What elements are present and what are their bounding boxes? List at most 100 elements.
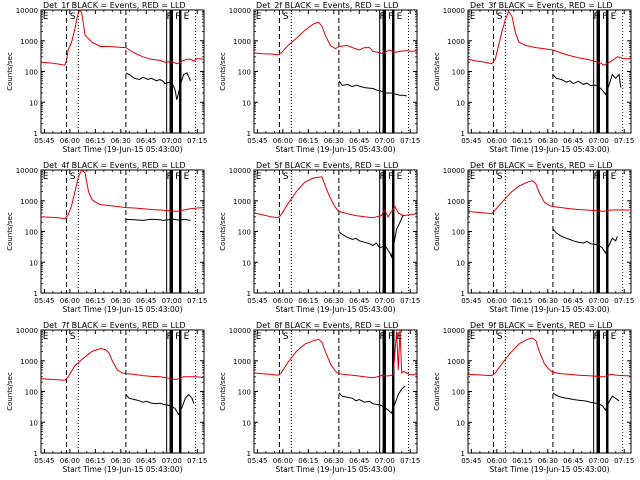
marker-label: F (175, 172, 180, 182)
marker-label: F (167, 172, 172, 182)
x-tick-label: 07:00 (162, 457, 182, 465)
y-tick-label: 100 (25, 389, 38, 397)
marker-label: E (611, 172, 617, 182)
marker-label: E (470, 12, 476, 22)
series-lld-line (254, 176, 417, 219)
panel-title: Det_4f BLACK = Events, RED = LLD (43, 161, 186, 170)
panel-det-8: 1 10 100 1000 10000 05:45 06:00 06:15 06:30 06:45… (219, 321, 420, 474)
panel-title: Det_9f BLACK = Events, RED = LLD (470, 321, 613, 330)
x-tick-label: 07:00 (375, 457, 395, 465)
y-tick-label: 1 (34, 130, 38, 138)
y-tick-label: 1000 (20, 198, 38, 206)
marker-label: S (497, 332, 503, 342)
marker-label: E (470, 172, 476, 182)
marker-label: E (470, 332, 476, 342)
marker-label: E (184, 12, 190, 22)
x-tick-label: 05:45 (34, 137, 54, 145)
x-tick-label: 07:00 (589, 137, 609, 145)
marker-label: E (184, 172, 190, 182)
x-tick-label: 07:15 (187, 297, 207, 305)
series-lld-line (468, 180, 631, 215)
x-tick-label: 06:00 (273, 137, 293, 145)
plot-data (41, 170, 204, 293)
marker-label: E (611, 12, 617, 22)
y-tick-label: 100 (25, 229, 38, 237)
y-axis-label: Counts/sec (433, 52, 441, 91)
y-tick-label: 1000 (233, 198, 251, 206)
series-lld-line (468, 10, 631, 66)
marker-label: S (283, 172, 289, 182)
series-events-line (338, 214, 404, 259)
x-tick-label: 06:00 (60, 297, 80, 305)
y-tick-label: 100 (452, 229, 465, 237)
x-tick-label: 06:00 (487, 457, 507, 465)
y-tick-label: 10000 (16, 167, 38, 175)
marker-label: E (43, 172, 49, 182)
panel-det-7: 1 10 100 1000 10000 05:45 06:00 06:15 06:30 06:45… (6, 321, 207, 474)
x-tick-label: 05:45 (461, 297, 481, 305)
x-tick-label: 06:30 (111, 457, 131, 465)
series-events-line (125, 72, 191, 100)
marker-label: E (256, 332, 262, 342)
x-tick-label: 06:30 (538, 457, 558, 465)
x-tick-label: 06:15 (298, 297, 318, 305)
y-tick-label: 1 (34, 290, 38, 298)
x-tick-label: 06:00 (487, 137, 507, 145)
marker-label: F (380, 12, 385, 22)
panel-title: Det_2f BLACK = Events, RED = LLD (256, 1, 399, 10)
panel-det-4: 1 10 100 1000 10000 05:45 06:00 06:15 06:30 06:45… (6, 161, 207, 314)
x-tick-label: 07:00 (162, 297, 182, 305)
marker-label: E (43, 332, 49, 342)
x-tick-label: 06:45 (349, 137, 369, 145)
y-tick-label: 10 (456, 259, 465, 267)
panel-title: Det_3f BLACK = Events, RED = LLD (470, 1, 613, 10)
marker-label: E (256, 172, 262, 182)
x-tick-label: 07:15 (187, 137, 207, 145)
y-tick-label: 100 (452, 389, 465, 397)
y-tick-label: 100 (25, 69, 38, 77)
marker-label: F (175, 332, 180, 342)
series-lld-line (468, 337, 631, 378)
marker-label: S (497, 12, 503, 22)
y-tick-label: 100 (238, 69, 251, 77)
y-tick-label: 1 (34, 450, 38, 458)
y-tick-label: 100 (452, 69, 465, 77)
x-tick-label: 05:45 (34, 297, 54, 305)
panel-title: Det_1f BLACK = Events, RED = LLD (43, 1, 186, 10)
marker-label: F (594, 172, 599, 182)
x-tick-label: 06:45 (563, 297, 583, 305)
x-tick-label: 06:15 (512, 457, 532, 465)
marker-label: E (611, 332, 617, 342)
marker-label: F (380, 172, 385, 182)
x-tick-label: 07:15 (400, 297, 420, 305)
marker-label: E (397, 172, 403, 182)
x-tick-label: 06:15 (85, 457, 105, 465)
y-tick-label: 1000 (447, 358, 465, 366)
series-events-line (552, 392, 620, 411)
y-tick-label: 10000 (443, 327, 465, 335)
panel-det-9: 1 10 100 1000 10000 05:45 06:00 06:15 06:30 06:45… (433, 321, 634, 474)
y-tick-label: 10 (242, 99, 251, 107)
x-tick-label: 06:30 (111, 137, 131, 145)
y-tick-label: 1 (461, 290, 465, 298)
x-tick-label: 06:00 (487, 297, 507, 305)
series-events-line (125, 393, 195, 416)
y-tick-label: 1000 (233, 358, 251, 366)
y-tick-label: 10 (242, 259, 251, 267)
x-axis-label: Start Time (19-Jun-15 05:43:00) (63, 305, 183, 314)
plot-data (41, 10, 204, 133)
x-tick-label: 06:15 (85, 137, 105, 145)
y-tick-label: 1000 (20, 358, 38, 366)
panel-det-6: 1 10 100 1000 10000 05:45 06:00 06:15 06:30 06:45… (433, 161, 634, 314)
y-tick-label: 10000 (16, 7, 38, 15)
y-axis-label: Counts/sec (6, 212, 14, 251)
marker-label: S (70, 12, 76, 22)
y-tick-label: 10 (29, 259, 38, 267)
x-axis-label: Start Time (19-Jun-15 05:43:00) (276, 305, 396, 314)
y-tick-label: 10 (29, 419, 38, 427)
x-tick-label: 06:30 (538, 297, 558, 305)
x-axis-label: Start Time (19-Jun-15 05:43:00) (490, 305, 610, 314)
x-tick-label: 06:15 (298, 137, 318, 145)
x-axis-label: Start Time (19-Jun-15 05:43:00) (490, 145, 610, 154)
